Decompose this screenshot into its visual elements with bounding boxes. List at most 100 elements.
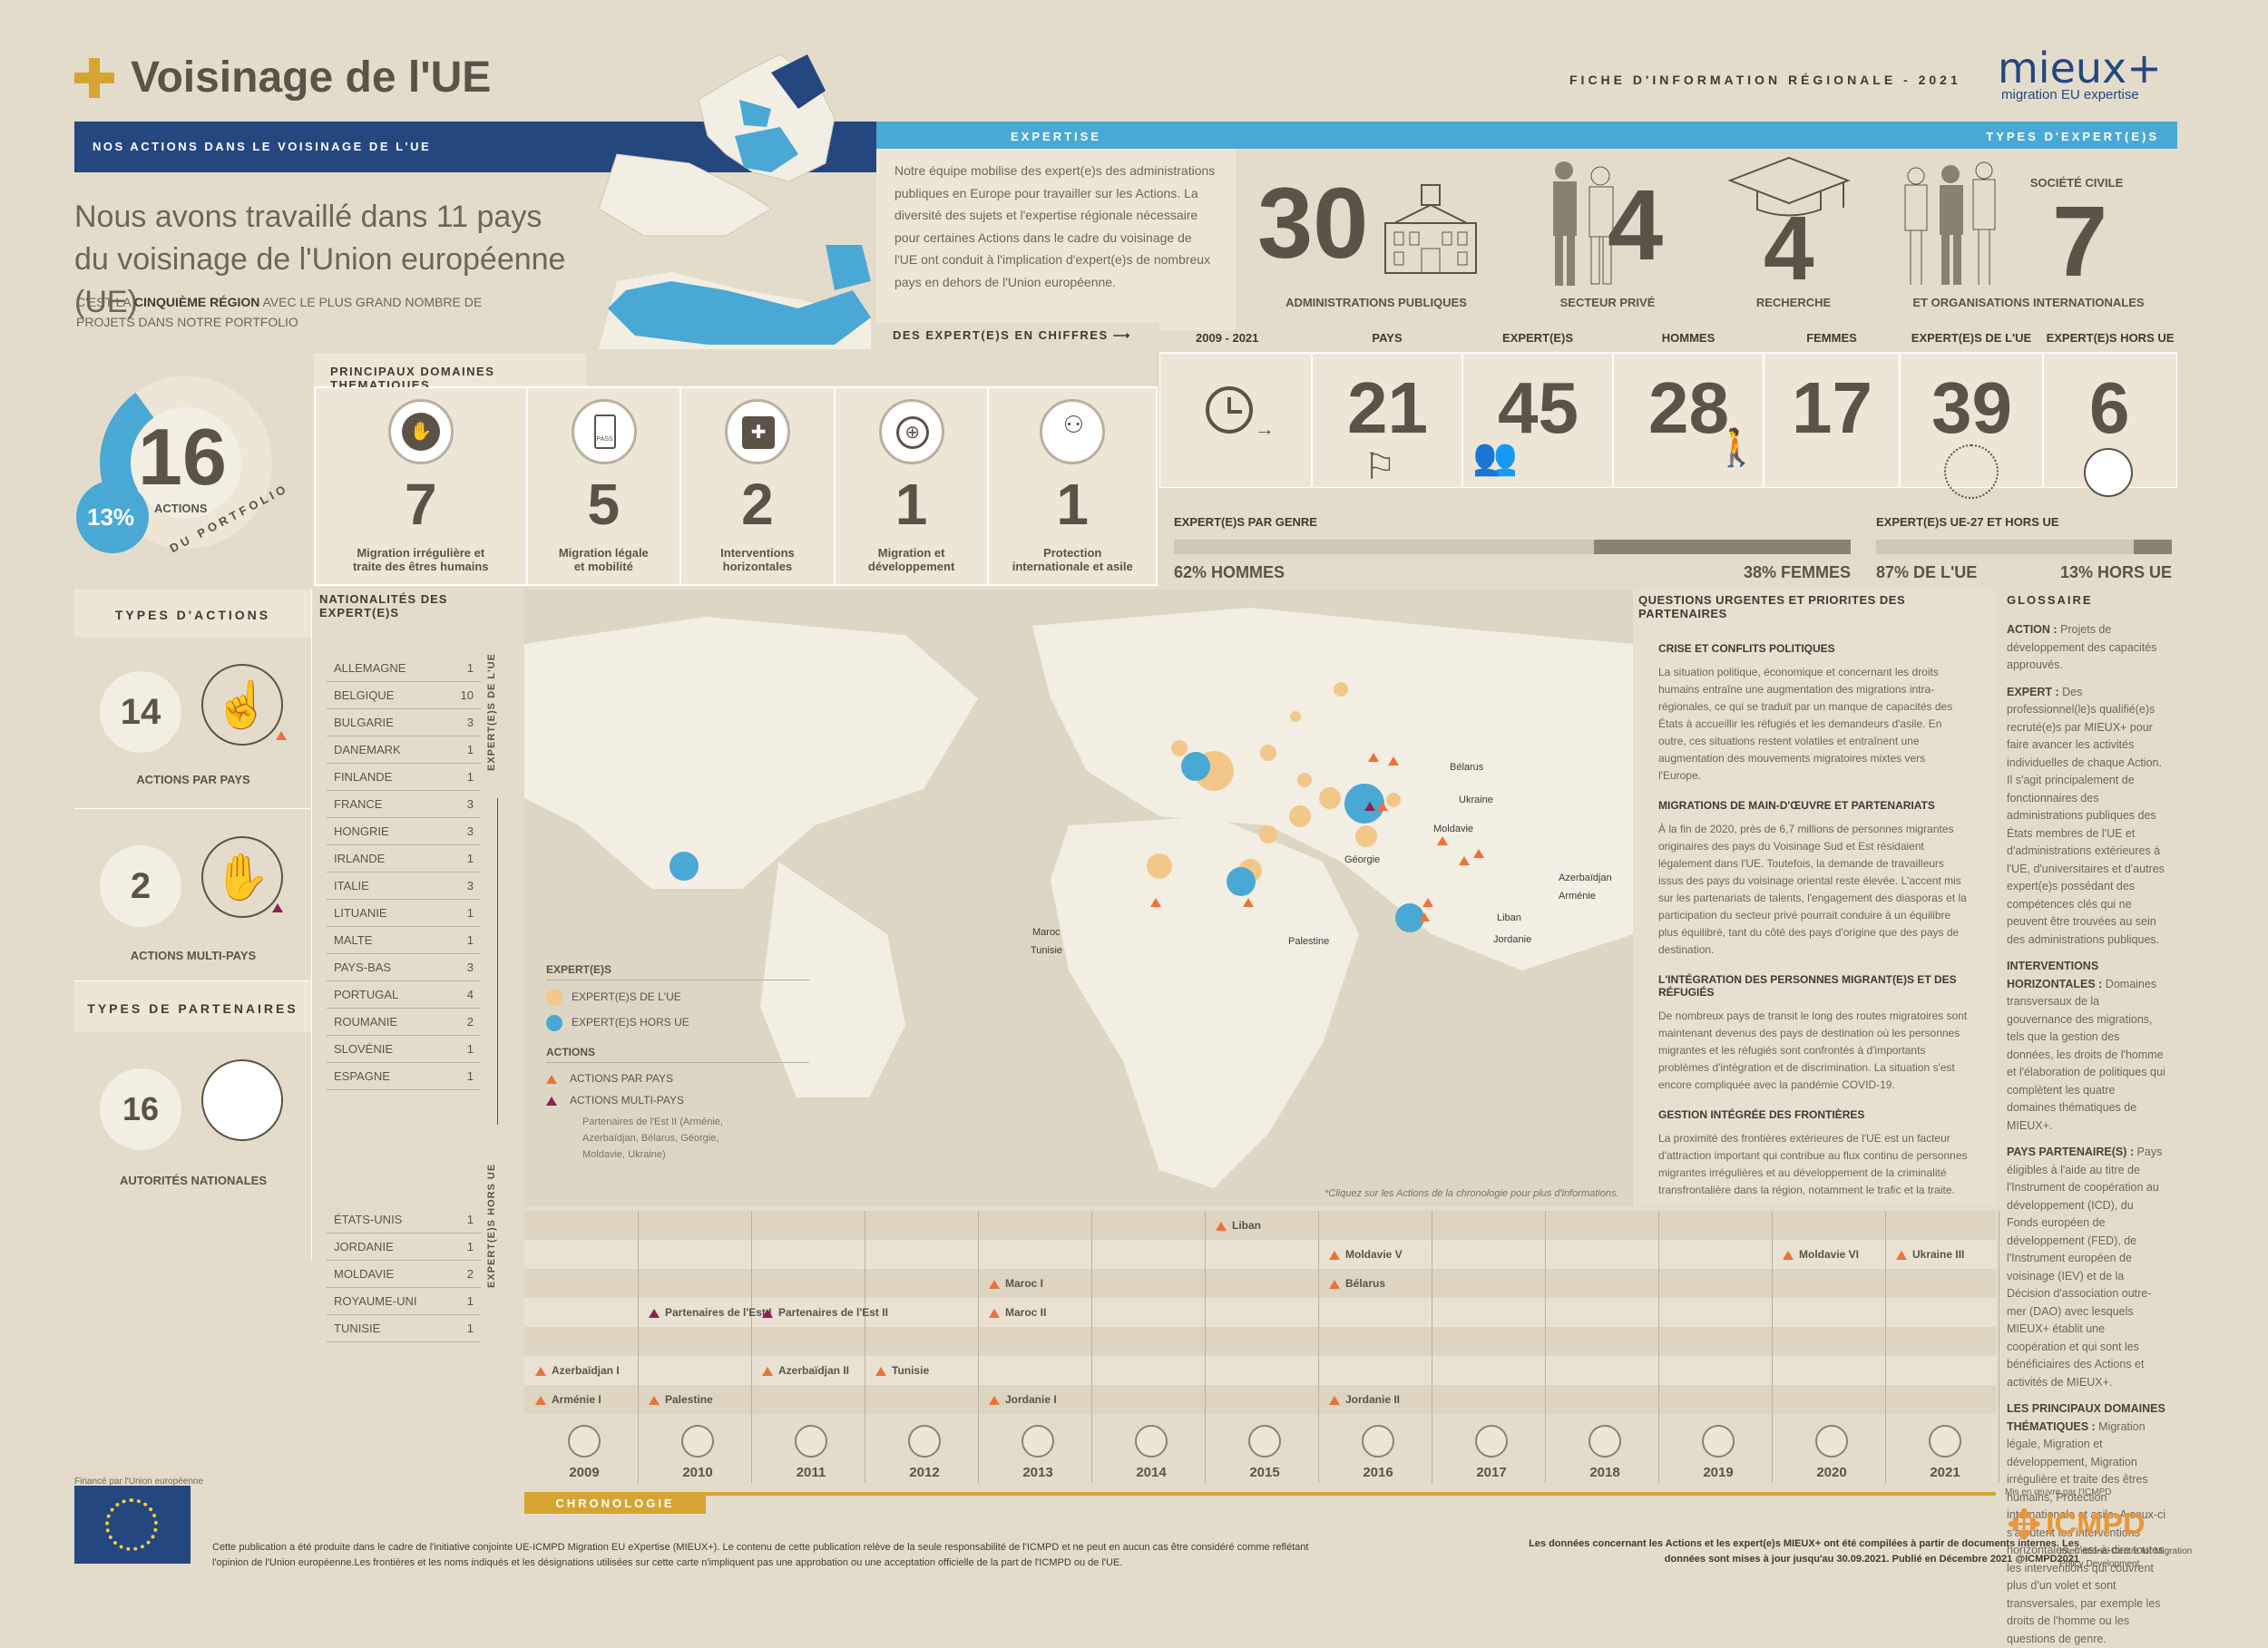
intro-headline: Nous avons travaillé dans 11 pays du voi…	[74, 200, 566, 319]
timeline-row	[524, 1269, 1996, 1298]
year-button[interactable]	[568, 1425, 601, 1458]
nationality-row: LITUANIE 1	[327, 899, 481, 927]
nat-hors-label: EXPERT(E)S HORS UE	[486, 1163, 497, 1288]
action-marker[interactable]	[1388, 756, 1399, 765]
timeline-event[interactable]: Palestine	[649, 1393, 713, 1406]
year-label: 2013	[1022, 1465, 1053, 1480]
map-country-label[interactable]: Maroc	[1032, 927, 1061, 938]
chiffres-femmes: 17	[1764, 353, 1900, 488]
map-country-label[interactable]: Moldavie	[1433, 824, 1474, 834]
map-country-label[interactable]: Jordanie	[1493, 934, 1532, 945]
map-country-label[interactable]: Géorgie	[1344, 854, 1381, 865]
action-marker[interactable]	[1419, 912, 1430, 922]
action-marker-icon	[649, 1308, 660, 1318]
type-societe-civile: SOCIÉTÉ CIVILE 7 ET ORGANISATIONS INTERN…	[1880, 149, 2177, 317]
domaine-item: ✋ 7 Migration irrégulière et traite des êt…	[315, 387, 527, 585]
timeline-event[interactable]: Azerbaïdjan II	[762, 1364, 849, 1377]
year-button[interactable]	[1929, 1425, 1961, 1458]
mis-en-label: Mis en œuvre par l'ICMPD	[2005, 1487, 2112, 1497]
disclaimer: Cette publication a été produite dans le…	[212, 1542, 1309, 1568]
glossary-entry: ACTION : Projets de développement des ca…	[2007, 623, 2157, 671]
domaine-item: ⚇ 1 Protection internationale et asile	[988, 387, 1158, 585]
intro-sub: C'EST LA CINQUIÈME RÉGION AVEC LE PLUS G…	[76, 295, 483, 329]
year-button[interactable]	[681, 1425, 714, 1458]
action-marker[interactable]	[1364, 802, 1375, 811]
nationality-row: TUNISIE 1	[327, 1314, 481, 1342]
map-country-label[interactable]: Tunisie	[1031, 945, 1063, 956]
year-label: 2009	[569, 1465, 600, 1480]
timeline-row	[524, 1385, 1996, 1414]
timeline-event[interactable]: Bélarus	[1329, 1277, 1385, 1290]
nationality-row: IRLANDE 1	[327, 844, 481, 873]
action-marker[interactable]	[1437, 836, 1448, 845]
year-button[interactable]	[1135, 1425, 1168, 1458]
year-button[interactable]	[1589, 1425, 1621, 1458]
globe-passport-icon	[201, 1059, 283, 1141]
action-marker[interactable]	[1243, 898, 1254, 907]
action-marker-icon	[1896, 1250, 1907, 1260]
timeline-event[interactable]: Partenaires de l'Est II	[762, 1306, 888, 1319]
action-marker[interactable]	[1422, 898, 1433, 907]
timeline-event[interactable]: Liban	[1216, 1219, 1261, 1232]
year-button[interactable]	[1022, 1425, 1054, 1458]
globe-cycle-icon: ⊕	[878, 399, 944, 464]
year-label: 2018	[1589, 1465, 1620, 1480]
map-country-label[interactable]: Liban	[1497, 912, 1521, 923]
timeline-event[interactable]: Azerbaïdjan I	[535, 1364, 620, 1377]
year-button[interactable]	[1248, 1425, 1281, 1458]
action-marker[interactable]	[1377, 802, 1388, 811]
timeline-event[interactable]: Maroc I	[989, 1277, 1043, 1290]
question-heading: MIGRATIONS DE MAIN-D'ŒUVRE ET PARTENARIA…	[1658, 799, 1935, 812]
nationalites-panel: NATIONALITÉS DES EXPERT(E)S ALLEMAGNE 1 BE…	[314, 590, 524, 1497]
year-button[interactable]	[1815, 1425, 1848, 1458]
map-country-label[interactable]: Azerbaïdjan	[1559, 873, 1612, 883]
action-marker[interactable]	[1368, 753, 1379, 762]
nationality-row: PAYS-BAS 3	[327, 953, 481, 981]
timeline-event[interactable]: Moldavie VI	[1783, 1248, 1859, 1261]
glossaire-title: GLOSSAIRE	[2007, 593, 2093, 607]
question-text: À la fin de 2020, près de 6,7 millions d…	[1658, 823, 1967, 956]
open-hand-icon: ✋	[201, 836, 283, 918]
question-heading: GESTION INTÉGRÉE DES FRONTIÈRES	[1658, 1108, 1865, 1121]
year-button[interactable]	[795, 1425, 827, 1458]
types-experts-panel: TYPES D'EXPERT(E)S 30 ADMINISTRATIONS PU…	[1236, 122, 2177, 317]
year-button[interactable]	[1475, 1425, 1508, 1458]
col-label: PAYS	[1372, 331, 1403, 345]
year-button[interactable]	[908, 1425, 941, 1458]
fiche-label: FICHE D'INFORMATION RÉGIONALE - 2021	[1569, 73, 1961, 87]
domaine-item: PASS 5 Migration légale et mobilité	[526, 387, 681, 585]
timeline-event[interactable]: Maroc II	[989, 1306, 1046, 1319]
portfolio-label: ACTIONS	[154, 502, 208, 515]
timeline-event[interactable]: Partenaires de l'Est I	[649, 1306, 772, 1319]
type-prive: 4 SECTEUR PRIVÉ	[1490, 149, 1707, 317]
year-button[interactable]	[1702, 1425, 1735, 1458]
timeline-event[interactable]: Ukraine III	[1896, 1248, 1964, 1261]
timeline-event[interactable]: Arménie I	[535, 1393, 601, 1406]
chronologie-label: CHRONOLOGIE	[524, 1492, 706, 1514]
timeline-event[interactable]: Jordanie II	[1329, 1393, 1400, 1406]
plus-icon	[74, 58, 114, 98]
year-button[interactable]	[1362, 1425, 1394, 1458]
map-country-label[interactable]: Arménie	[1559, 891, 1596, 902]
map-country-label[interactable]: Palestine	[1288, 936, 1330, 947]
family-hand-icon: ⚇	[1040, 399, 1106, 464]
timeline-event[interactable]: Tunisie	[875, 1364, 929, 1377]
nationality-row: BULGARIE 3	[327, 708, 481, 736]
header: Voisinage de l'UE FICHE D'INFORMATION RÉ…	[74, 44, 2197, 107]
nationality-row: FINLANDE 1	[327, 763, 481, 791]
question-text: De nombreux pays de transit le long des …	[1658, 1009, 1968, 1091]
chiffres-experts: 45 👥	[1462, 353, 1613, 488]
map-country-label[interactable]: Bélarus	[1450, 762, 1484, 773]
nat-hors-table: ÉTATS-UNIS 1 JORDANIE 1 MOLDAVIE 2 ROYAUME-UNI…	[327, 1206, 481, 1342]
action-marker[interactable]	[1150, 898, 1161, 907]
puzzle-icon: ✚	[725, 399, 791, 464]
chronologie-bar	[524, 1492, 1996, 1496]
action-marker[interactable]	[1459, 856, 1470, 865]
chiffres-ue: 39	[1900, 353, 2043, 499]
map-country-label[interactable]: Ukraine	[1459, 795, 1493, 805]
globe-icon	[2084, 448, 2133, 497]
timeline-event[interactable]: Moldavie V	[1329, 1248, 1403, 1261]
timeline-event[interactable]: Jordanie I	[989, 1393, 1057, 1406]
nat-ue-label: EXPERT(E)S DE L'UE	[486, 652, 497, 771]
action-marker[interactable]	[1473, 849, 1484, 858]
